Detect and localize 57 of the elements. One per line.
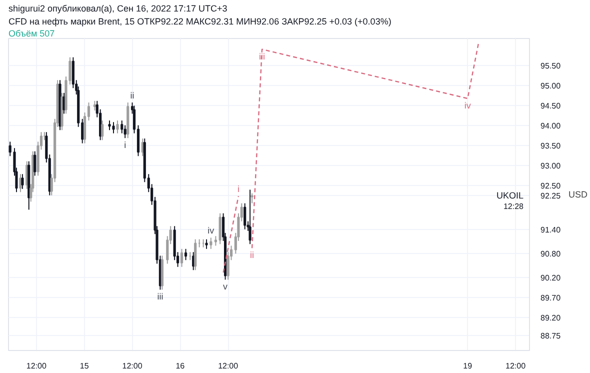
candlestick (184, 248, 188, 261)
y-tick-label: 90.20 (540, 274, 562, 283)
y-tick-label: 92.50 (540, 182, 562, 191)
y-axis-title: USD (568, 190, 588, 200)
candlestick (194, 238, 197, 271)
candlestick (210, 237, 212, 250)
y-tick-label: 90.80 (540, 250, 562, 259)
candlestick (214, 236, 217, 246)
annotation: 12:28 (503, 202, 524, 212)
candlestick (21, 174, 24, 190)
candlestick (244, 202, 246, 230)
candlestick (108, 120, 111, 131)
line-series (251, 41, 480, 249)
annotation: iii (157, 292, 164, 302)
chart-title: CFD на нефть марки Brent, 15 ОТКР92.22 МАКС92.31 МИН92.06 ЗАКР92.25 +0.03 (+0.03%) (8, 16, 392, 26)
candlestick (34, 150, 36, 176)
y-tick-label: 95.00 (540, 82, 562, 91)
annotation: iv (464, 100, 472, 110)
candlestick (124, 124, 126, 139)
x-tick-label: 16 (176, 362, 186, 370)
annotation: i (124, 140, 126, 150)
y-tick-label: 91.40 (540, 226, 562, 235)
y-tick-label: 89.20 (540, 314, 562, 323)
candlestick (218, 212, 222, 245)
candlestick (112, 122, 115, 134)
annotation: ii (130, 90, 134, 100)
x-tick-label: 12:00 (218, 362, 239, 370)
y-tick-label: 93.50 (540, 142, 562, 151)
candlestick (205, 238, 208, 250)
candlestick (8, 141, 12, 157)
x-tick-label: 12:00 (506, 362, 526, 370)
candlestick (19, 174, 22, 193)
y-tick-label: 92.25 (540, 192, 562, 201)
candlestick (250, 192, 254, 204)
annotation: UKOIL (496, 190, 524, 201)
y-tick-label: 88.75 (540, 332, 562, 341)
y-tick-label: 94.00 (540, 122, 562, 131)
annotation: i (237, 184, 240, 194)
candlestick (180, 248, 184, 268)
candlestick (248, 189, 252, 245)
text: shigurui2 опубликовал(а), Сен 16, 2022 17:17 UTC+3 (8, 4, 228, 14)
candlestick (120, 120, 124, 134)
x-tick-label: 12:00 (26, 362, 48, 370)
x-tick-label: 15 (80, 362, 90, 370)
chart-subtitle: Объём 507 (8, 28, 55, 38)
y-tick-label: 95.50 (540, 62, 562, 71)
y-tick-label: 93.00 (540, 162, 562, 171)
annotation: ii (250, 250, 254, 260)
x-tick-label: 12:00 (122, 362, 143, 370)
candlestick (101, 120, 104, 141)
x-tick-label: 19 (463, 362, 473, 370)
candlestick (116, 120, 119, 134)
candlestick (93, 100, 96, 111)
y-tick-label: 89.70 (540, 294, 562, 303)
annotation: iv (208, 226, 215, 236)
annotation: v (223, 282, 228, 292)
y-tick-label: 94.50 (540, 102, 562, 111)
